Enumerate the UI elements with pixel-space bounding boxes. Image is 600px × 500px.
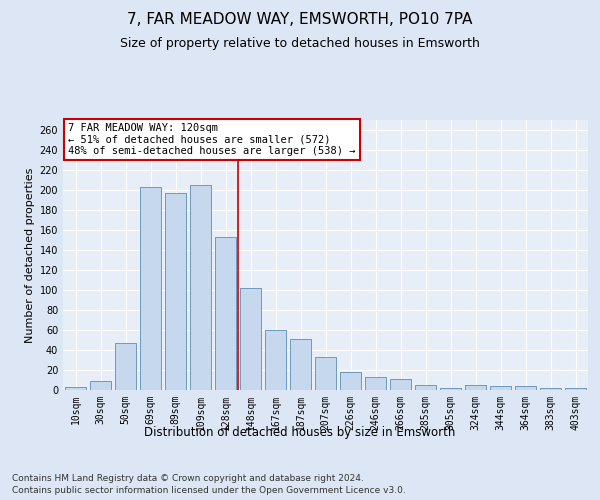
Bar — [365, 377, 386, 390]
Bar — [90, 381, 111, 390]
Bar — [215, 237, 236, 390]
Bar — [65, 387, 86, 390]
Text: Size of property relative to detached houses in Emsworth: Size of property relative to detached ho… — [120, 38, 480, 51]
Bar — [265, 330, 286, 390]
Bar — [190, 185, 211, 390]
Bar — [465, 385, 486, 390]
Bar — [515, 386, 536, 390]
Text: Contains HM Land Registry data © Crown copyright and database right 2024.
Contai: Contains HM Land Registry data © Crown c… — [12, 474, 406, 495]
Bar — [340, 372, 361, 390]
Bar — [290, 339, 311, 390]
Text: 7 FAR MEADOW WAY: 120sqm
← 51% of detached houses are smaller (572)
48% of semi-: 7 FAR MEADOW WAY: 120sqm ← 51% of detach… — [68, 122, 356, 156]
Bar — [565, 388, 586, 390]
Bar — [490, 386, 511, 390]
Bar — [315, 357, 336, 390]
Text: 7, FAR MEADOW WAY, EMSWORTH, PO10 7PA: 7, FAR MEADOW WAY, EMSWORTH, PO10 7PA — [127, 12, 473, 28]
Bar — [115, 343, 136, 390]
Bar — [540, 388, 561, 390]
Bar — [140, 187, 161, 390]
Bar — [415, 385, 436, 390]
Text: Distribution of detached houses by size in Emsworth: Distribution of detached houses by size … — [145, 426, 455, 439]
Bar — [165, 193, 186, 390]
Bar — [390, 379, 411, 390]
Y-axis label: Number of detached properties: Number of detached properties — [25, 168, 35, 342]
Bar — [440, 388, 461, 390]
Bar — [240, 288, 261, 390]
